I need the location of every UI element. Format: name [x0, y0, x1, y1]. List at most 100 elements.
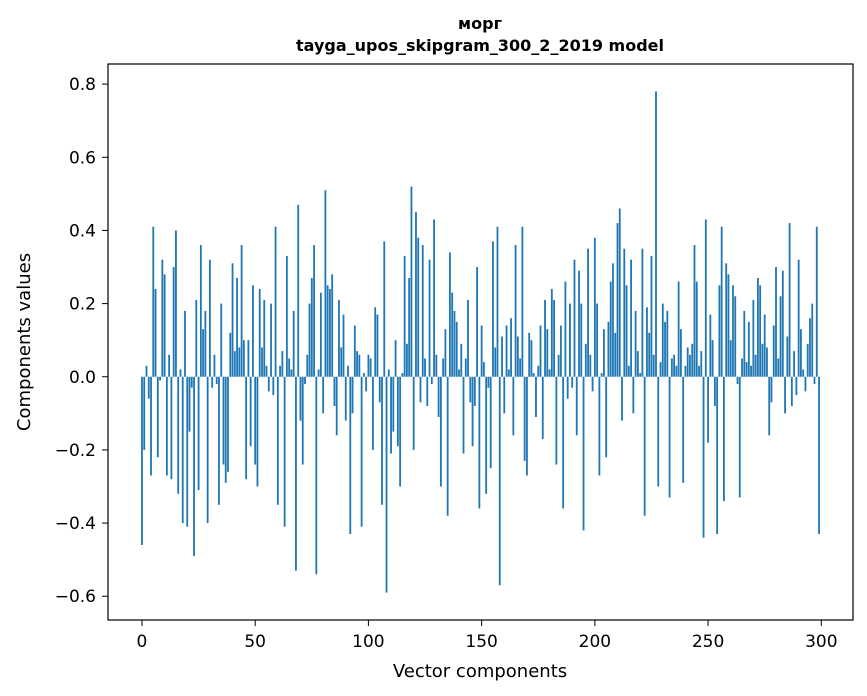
bar: [179, 369, 182, 377]
bar: [374, 307, 377, 377]
bar: [550, 288, 553, 377]
bar: [636, 351, 639, 377]
bar: [526, 376, 528, 476]
bar: [297, 204, 300, 377]
bar: [218, 376, 220, 505]
x-tick-label: 200: [579, 632, 611, 652]
x-tick-label: 300: [805, 632, 837, 652]
bar: [704, 219, 707, 377]
bar: [310, 277, 313, 377]
y-tick-label: −0.6: [55, 587, 96, 607]
bar: [406, 343, 408, 377]
bar: [170, 376, 173, 480]
bar: [147, 376, 150, 399]
y-tick-label: −0.2: [55, 441, 96, 461]
bar: [634, 310, 637, 377]
bar: [369, 358, 372, 377]
bar: [233, 351, 236, 377]
bar: [752, 299, 755, 377]
bar: [521, 226, 524, 377]
bar: [621, 376, 623, 421]
bar: [650, 256, 653, 377]
bar: [367, 354, 370, 377]
bar: [195, 299, 198, 377]
bar: [437, 376, 440, 417]
bar: [532, 373, 535, 377]
bar: [605, 376, 608, 458]
bar: [743, 310, 746, 377]
bar: [754, 354, 757, 377]
bar: [154, 288, 157, 377]
bar: [523, 376, 526, 461]
bar: [184, 310, 186, 377]
bar: [623, 248, 626, 377]
bar-series: [141, 91, 820, 593]
bar: [222, 376, 225, 465]
bar: [256, 376, 259, 487]
x-tick-label: 100: [352, 632, 384, 652]
bar: [797, 259, 800, 377]
bar: [199, 245, 202, 377]
bar: [451, 292, 454, 377]
bar: [732, 285, 734, 377]
bar: [632, 376, 635, 414]
bar: [383, 241, 386, 377]
bar: [535, 376, 537, 417]
bar: [720, 226, 723, 377]
bar: [165, 376, 168, 476]
bar: [258, 288, 261, 377]
bar: [315, 376, 318, 575]
x-tick-label: 250: [692, 632, 724, 652]
bar: [333, 376, 336, 407]
bar: [412, 376, 415, 450]
bar: [698, 365, 700, 377]
bar: [238, 347, 241, 377]
bar: [168, 354, 171, 377]
bar: [331, 274, 334, 377]
bar: [252, 285, 254, 377]
bar: [800, 329, 802, 377]
bar: [677, 281, 680, 377]
bar: [272, 376, 275, 396]
bar: [657, 376, 660, 487]
bar: [492, 241, 494, 377]
bar: [204, 310, 207, 377]
bar: [421, 245, 424, 377]
x-tick-label: 0: [137, 632, 148, 652]
bar: [600, 373, 603, 377]
bar: [557, 354, 560, 377]
bar: [695, 281, 698, 377]
bar: [578, 270, 580, 377]
bar: [394, 340, 397, 377]
bar: [505, 325, 508, 377]
bar: [718, 285, 721, 377]
bar: [682, 376, 685, 483]
bar: [646, 307, 648, 377]
bar: [231, 263, 234, 377]
bar: [537, 365, 540, 377]
bar: [224, 376, 227, 483]
bar: [387, 369, 390, 377]
bar: [736, 376, 739, 385]
bar: [435, 354, 438, 377]
bar: [254, 376, 257, 465]
bar: [747, 321, 750, 377]
bar: [401, 373, 404, 377]
chart-title-line1: морг: [458, 14, 502, 33]
bar: [811, 303, 814, 377]
bar: [186, 376, 189, 527]
bar: [489, 376, 492, 469]
bar: [462, 376, 465, 454]
bar: [761, 343, 764, 377]
bar: [161, 259, 164, 377]
bar: [686, 347, 689, 377]
bar: [562, 376, 565, 509]
bar: [514, 245, 517, 377]
bar: [304, 376, 306, 385]
bar: [308, 303, 311, 377]
bar: [372, 376, 374, 450]
bar: [163, 274, 166, 377]
bar: [598, 376, 601, 476]
bar: [338, 299, 340, 377]
bar: [335, 376, 338, 436]
